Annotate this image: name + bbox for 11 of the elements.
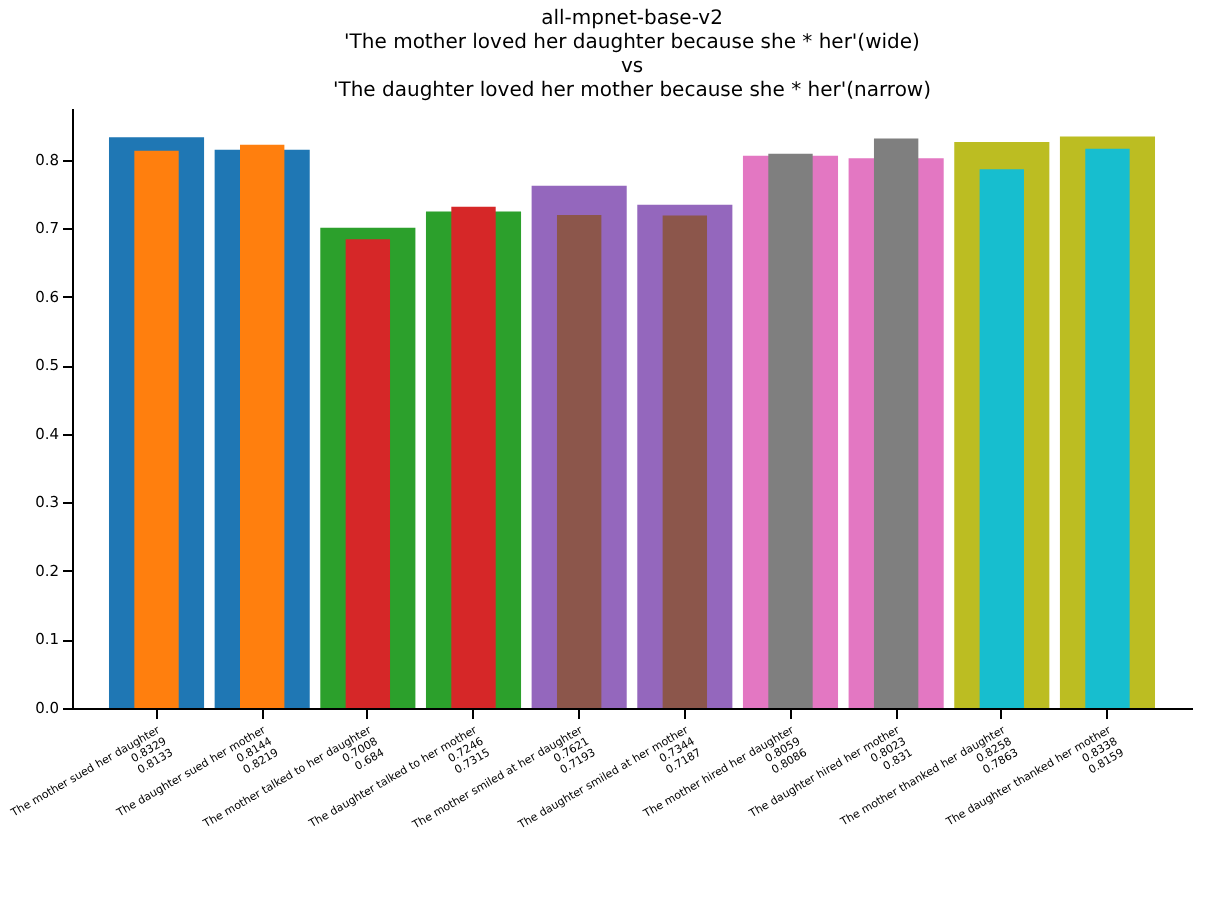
bar [556, 215, 602, 708]
bar [1085, 148, 1130, 708]
bar [134, 150, 179, 708]
bar [979, 169, 1024, 708]
bar [451, 206, 496, 708]
bar [873, 138, 919, 708]
bar [240, 144, 285, 708]
chart-title: all-mpnet-base-v2 'The mother loved her daughter because she * her'(wide) vs 'The daughter loved her mother because she * her'(narrow) [332, 8, 932, 102]
bar [768, 153, 813, 708]
bar [345, 239, 391, 708]
bar [662, 215, 708, 708]
